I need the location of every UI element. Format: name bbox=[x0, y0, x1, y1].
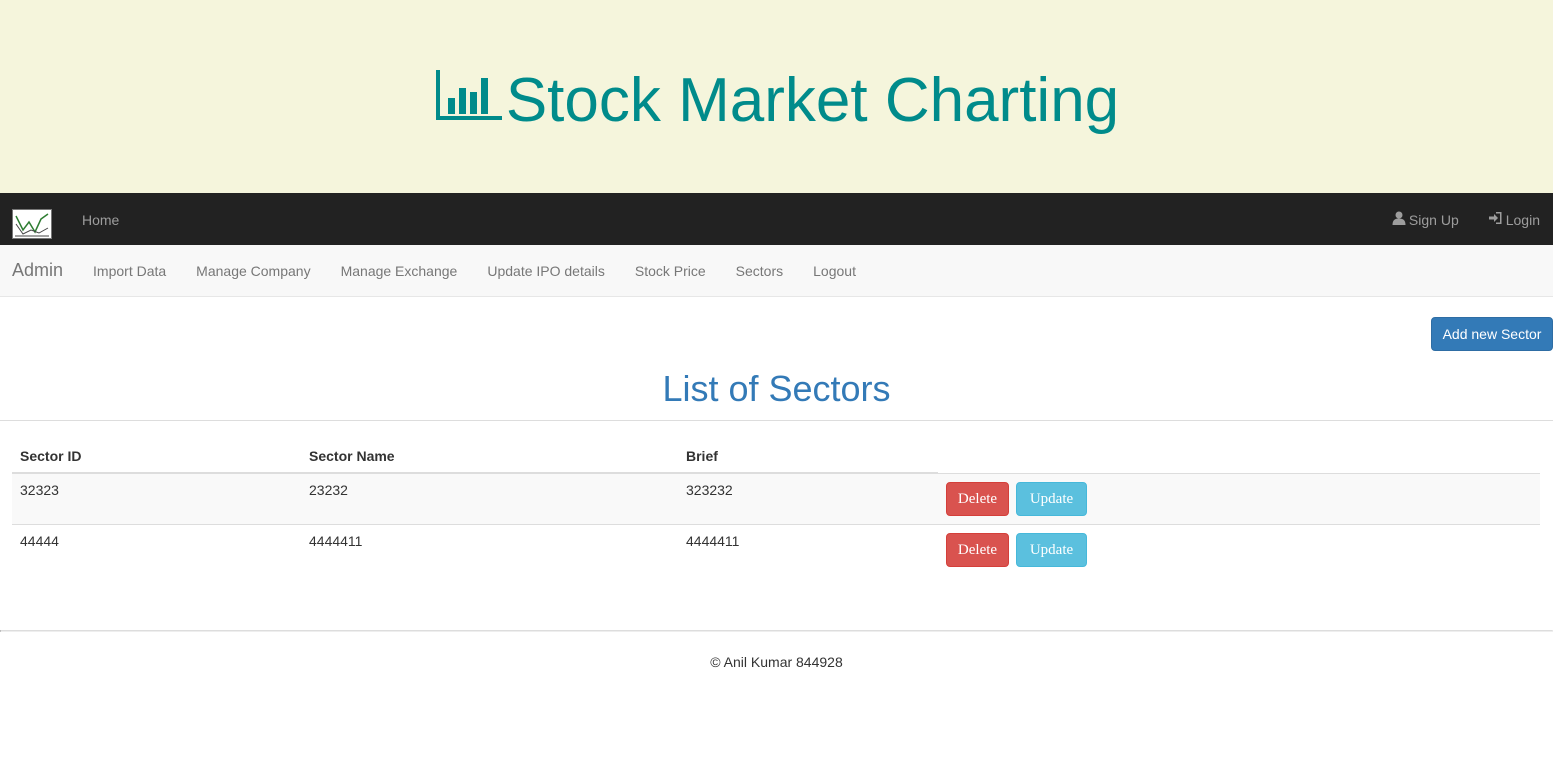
column-header-sector-name: Sector Name bbox=[301, 437, 678, 474]
header-banner: Stock Market Charting bbox=[0, 0, 1553, 193]
cell-sector-name: 4444411 bbox=[301, 523, 678, 575]
login-link[interactable]: Login bbox=[1488, 211, 1540, 228]
update-button[interactable]: Update bbox=[1016, 532, 1087, 567]
column-header-actions bbox=[938, 437, 1540, 473]
nav-stock-price[interactable]: Stock Price bbox=[634, 262, 706, 279]
app-title-text: Stock Market Charting bbox=[505, 65, 1120, 135]
nav-logout[interactable]: Logout bbox=[813, 262, 856, 279]
stock-chart-logo-icon[interactable] bbox=[12, 209, 52, 239]
copyright-text: © Anil Kumar 844928 bbox=[710, 654, 843, 670]
cell-sector-id: 44444 bbox=[12, 523, 301, 575]
signup-label: Sign Up bbox=[1408, 211, 1459, 228]
bar-chart-icon bbox=[434, 68, 506, 133]
nav-update-ipo-details[interactable]: Update IPO details bbox=[487, 262, 605, 279]
admin-navbar: Admin Import Data Manage Company Manage … bbox=[0, 245, 1553, 297]
column-header-sector-id: Sector ID bbox=[12, 437, 301, 474]
nav-sectors[interactable]: Sectors bbox=[735, 262, 784, 279]
cell-sector-name: 23232 bbox=[301, 472, 678, 524]
sectors-table: Sector ID Sector Name Brief 32323 23232 … bbox=[12, 437, 1540, 575]
cell-brief: 323232 bbox=[678, 472, 938, 524]
table-row: 44444 4444411 4444411 Delete Update bbox=[12, 523, 1540, 575]
login-label: Login bbox=[1505, 211, 1540, 228]
page-title: List of Sectors bbox=[662, 368, 891, 409]
cell-actions: Delete Update bbox=[938, 523, 1540, 575]
table-row: 32323 23232 323232 Delete Update bbox=[12, 472, 1540, 524]
divider bbox=[0, 420, 1553, 421]
nav-home-link[interactable]: Home bbox=[82, 212, 120, 228]
column-header-brief: Brief bbox=[678, 437, 938, 474]
login-icon bbox=[1488, 211, 1503, 228]
top-navbar: Home Sign Up Login bbox=[0, 193, 1553, 245]
delete-button[interactable]: Delete bbox=[946, 532, 1009, 567]
top-navbar-right: Sign Up Login bbox=[1392, 211, 1540, 228]
update-button[interactable]: Update bbox=[1016, 481, 1087, 516]
admin-brand[interactable]: Admin bbox=[12, 260, 64, 280]
cell-actions: Delete Update bbox=[938, 472, 1540, 524]
signup-link[interactable]: Sign Up bbox=[1392, 211, 1459, 228]
nav-manage-company[interactable]: Manage Company bbox=[196, 262, 311, 279]
user-icon bbox=[1392, 211, 1406, 228]
footer: © Anil Kumar 844928 bbox=[0, 632, 1553, 670]
table-header-row: Sector ID Sector Name Brief bbox=[12, 437, 1540, 474]
main-content: Add new Sector List of Sectors Sector ID… bbox=[0, 297, 1553, 630]
cell-brief: 4444411 bbox=[678, 523, 938, 575]
cell-sector-id: 32323 bbox=[12, 472, 301, 524]
delete-button[interactable]: Delete bbox=[946, 481, 1009, 516]
nav-import-data[interactable]: Import Data bbox=[93, 262, 167, 279]
add-new-sector-button[interactable]: Add new Sector bbox=[1431, 317, 1553, 351]
nav-manage-exchange[interactable]: Manage Exchange bbox=[340, 262, 458, 279]
app-title: Stock Market Charting bbox=[434, 68, 1119, 133]
